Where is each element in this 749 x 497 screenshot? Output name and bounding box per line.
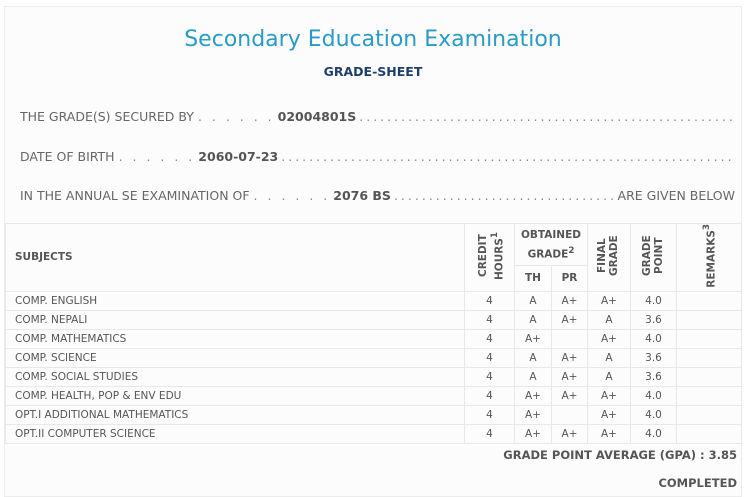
pr-grade-cell: A+	[551, 385, 588, 406]
dots: ........................................…	[393, 188, 618, 203]
table-row: COMP. HEALTH, POP & ENV EDU 4 A+ A+ A+ 4.0	[5, 385, 742, 406]
credit-cell: 4	[464, 423, 515, 444]
dob-label: DATE OF BIRTH	[20, 149, 115, 164]
grade-point-cell: 3.6	[630, 347, 677, 368]
subject-cell: COMP. SOCIAL STUDIES	[5, 366, 465, 387]
pr-grade-cell: A+	[551, 309, 588, 330]
subject-cell: OPT.II COMPUTER SCIENCE	[5, 423, 465, 444]
table-row: OPT.II COMPUTER SCIENCE 4 A+ A+ A+ 4.0	[5, 423, 742, 444]
header-th: TH	[514, 265, 552, 292]
credit-cell: 4	[464, 290, 515, 311]
pr-grade-cell: A+	[551, 290, 588, 311]
subject-cell: COMP. HEALTH, POP & ENV EDU	[5, 385, 465, 406]
final-grade-cell: A	[587, 309, 631, 330]
final-grade-cell: A	[587, 347, 631, 368]
pr-grade-cell: A+	[551, 366, 588, 387]
header-credit-hours: CREDIT HOURS1	[464, 223, 515, 292]
gpa: GRADE POINT AVERAGE (GPA) : 3.85	[503, 448, 737, 462]
header-remarks: REMARKS3	[676, 223, 742, 292]
credit-cell: 4	[464, 404, 515, 425]
exam-label: IN THE ANNUAL SE EXAMINATION OF	[20, 188, 250, 203]
header-pr: PR	[551, 265, 588, 292]
remarks-cell	[676, 385, 742, 406]
pr-grade-cell: A+	[551, 423, 588, 444]
grade-point-cell: 4.0	[630, 385, 677, 406]
remarks-cell	[676, 309, 742, 330]
page-title: Secondary Education Examination	[184, 27, 562, 52]
final-grade-cell: A+	[587, 328, 631, 349]
subject-cell: COMP. ENGLISH	[5, 290, 465, 311]
grades-table: SUBJECTS CREDIT HOURS1 OBTAINED GRADE2 F…	[5, 222, 742, 444]
dots: ........................................…	[281, 149, 735, 164]
exam-suffix: ARE GIVEN BELOW	[617, 188, 735, 203]
secured-label: THE GRADE(S) SECURED BY	[20, 109, 194, 124]
credit-cell: 4	[464, 347, 515, 368]
th-grade-cell: A	[514, 309, 552, 330]
th-grade-cell: A+	[514, 385, 552, 406]
final-grade-cell: A+	[587, 423, 631, 444]
leader: . . . . . .	[197, 109, 275, 124]
th-grade-cell: A	[514, 347, 552, 368]
secured-value: 02004801S	[277, 109, 357, 124]
table-row: COMP. MATHEMATICS 4 A+ A+ 4.0	[5, 328, 742, 349]
leader: . . . . . .	[118, 149, 196, 164]
status: COMPLETED	[658, 476, 737, 490]
grade-point-cell: 3.6	[630, 309, 677, 330]
subject-cell: OPT.I ADDITIONAL MATHEMATICS	[5, 404, 465, 425]
pr-grade-cell: A+	[551, 347, 588, 368]
final-grade-cell: A+	[587, 290, 631, 311]
th-grade-cell: A+	[514, 328, 552, 349]
subject-cell: COMP. SCIENCE	[5, 347, 465, 368]
table-row: COMP. NEPALI 4 A A+ A 3.6	[5, 309, 742, 330]
th-grade-cell: A+	[514, 404, 552, 425]
header-final-grade: FINAL GRADE	[587, 223, 631, 292]
th-grade-cell: A	[514, 290, 552, 311]
table-row: COMP. ENGLISH 4 A A+ A+ 4.0	[5, 290, 742, 311]
subject-cell: COMP. NEPALI	[5, 309, 465, 330]
pr-grade-cell	[551, 328, 588, 349]
table-row: COMP. SOCIAL STUDIES 4 A A+ A 3.6	[5, 366, 742, 387]
final-grade-cell: A	[587, 366, 631, 387]
credit-cell: 4	[464, 309, 515, 330]
remarks-cell	[676, 366, 742, 387]
pr-grade-cell	[551, 404, 588, 425]
remarks-cell	[676, 290, 742, 311]
credit-cell: 4	[464, 328, 515, 349]
subject-cell: COMP. MATHEMATICS	[5, 328, 465, 349]
remarks-cell	[676, 423, 742, 444]
remarks-cell	[676, 328, 742, 349]
dots: ........................................…	[359, 109, 735, 124]
grade-point-cell: 4.0	[630, 423, 677, 444]
credit-cell: 4	[464, 385, 515, 406]
page-subtitle: GRADE-SHEET	[323, 64, 423, 79]
header-grade-point: GRADE POINT	[630, 223, 677, 292]
th-grade-cell: A	[514, 366, 552, 387]
exam-value: 2076 BS	[333, 188, 391, 203]
header-subjects: SUBJECTS	[5, 223, 465, 292]
info-dob: DATE OF BIRTH . . . . . . 2060-07-23 ...…	[20, 149, 735, 164]
final-grade-cell: A+	[587, 385, 631, 406]
dob-value: 2060-07-23	[198, 149, 279, 164]
credit-cell: 4	[464, 366, 515, 387]
info-exam: IN THE ANNUAL SE EXAMINATION OF . . . . …	[20, 188, 735, 203]
remarks-cell	[676, 404, 742, 425]
table-row: OPT.I ADDITIONAL MATHEMATICS 4 A+ A+ 4.0	[5, 404, 742, 425]
grade-sheet: Secondary Education Examination GRADE-SH…	[4, 6, 742, 497]
remarks-cell	[676, 347, 742, 368]
leader: . . . . . .	[253, 188, 331, 203]
grade-point-cell: 4.0	[630, 404, 677, 425]
grade-point-cell: 4.0	[630, 290, 677, 311]
th-grade-cell: A+	[514, 423, 552, 444]
info-secured-by: THE GRADE(S) SECURED BY . . . . . . 0200…	[20, 109, 735, 124]
final-grade-cell: A+	[587, 404, 631, 425]
table-row: COMP. SCIENCE 4 A A+ A 3.6	[5, 347, 742, 368]
grade-point-cell: 3.6	[630, 366, 677, 387]
grade-point-cell: 4.0	[630, 328, 677, 349]
header-obtained-grade: OBTAINED GRADE2	[514, 222, 588, 267]
